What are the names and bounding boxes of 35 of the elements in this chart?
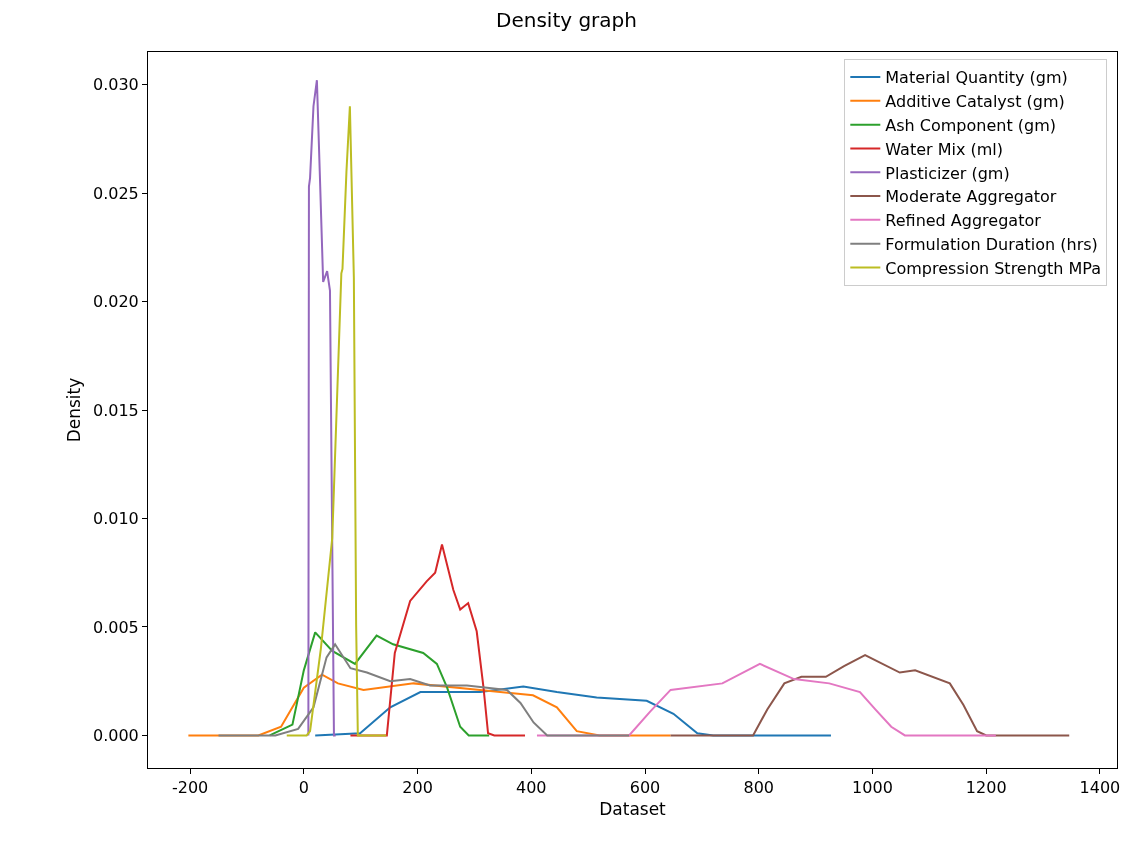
legend-label: Water Mix (ml) — [885, 139, 1004, 159]
x-tick-label: 1400 — [1079, 778, 1121, 798]
y-tick-label: 0.010 — [92, 509, 139, 529]
x-tick-label: 1200 — [965, 778, 1007, 798]
legend-label: Moderate Aggregator — [885, 187, 1057, 207]
chart-title: Density graph — [496, 7, 637, 32]
y-tick-label: 0.025 — [92, 183, 139, 203]
y-tick-label: 0.020 — [92, 292, 139, 312]
x-axis-title: Dataset — [599, 798, 667, 819]
y-tick-label: 0.005 — [92, 617, 139, 637]
x-tick-label: 0 — [298, 778, 309, 798]
y-tick-label: 0.030 — [92, 75, 139, 95]
x-tick-label: -200 — [171, 778, 209, 798]
legend-label: Additive Catalyst (gm) — [885, 92, 1065, 112]
x-tick-label: 800 — [743, 778, 775, 798]
line-series — [285, 105, 388, 737]
legend-label: Plasticizer (gm) — [885, 163, 1010, 183]
x-tick-label: 600 — [629, 778, 661, 798]
legend-label: Compression Strength MPa — [885, 258, 1102, 278]
x-tick-label: 1000 — [852, 778, 893, 798]
line-series — [217, 643, 631, 737]
legend-label: Material Quantity (gm) — [885, 68, 1068, 88]
line-series — [669, 654, 1071, 737]
legend-label: Ash Component (gm) — [885, 115, 1057, 135]
line-series — [268, 631, 491, 737]
line-series — [307, 79, 337, 737]
legend-label: Refined Aggregator — [885, 211, 1042, 231]
line-series — [349, 543, 527, 737]
y-tick-label: 0.000 — [92, 726, 139, 746]
x-tick-label: 400 — [516, 778, 547, 798]
line-series — [314, 685, 832, 737]
y-tick-label: 0.015 — [92, 400, 139, 420]
y-axis-title: Density — [63, 377, 84, 443]
x-tick-label: 200 — [402, 778, 433, 798]
legend-label: Formulation Duration (hrs) — [885, 234, 1098, 254]
